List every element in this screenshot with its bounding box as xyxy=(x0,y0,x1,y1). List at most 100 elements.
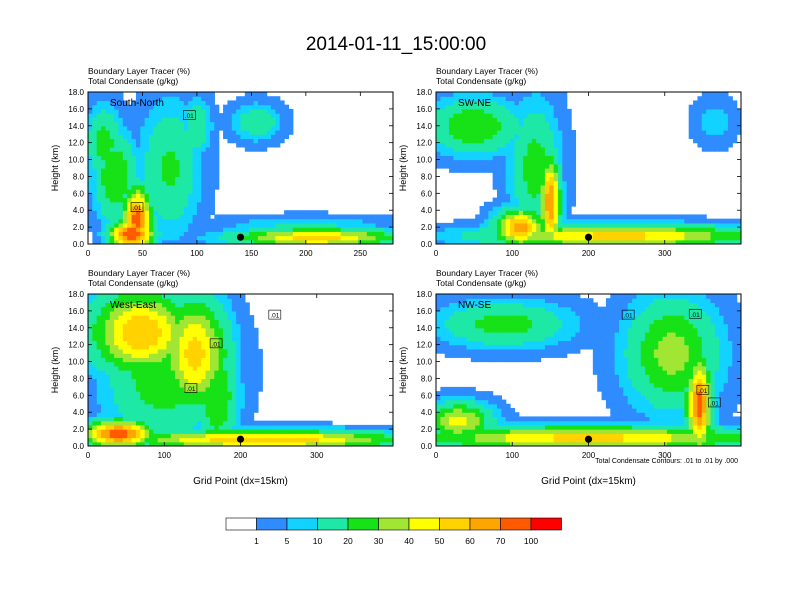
heatmap-cell xyxy=(279,433,285,439)
heatmap-cell xyxy=(536,138,542,144)
heatmap-cell xyxy=(301,231,307,237)
heatmap-cell xyxy=(440,125,446,131)
heatmap-cell xyxy=(140,163,146,169)
heatmap-cell xyxy=(231,370,237,375)
heatmap-cell xyxy=(466,125,472,131)
heatmap-cell xyxy=(122,125,128,131)
heatmap-cell xyxy=(462,168,468,173)
heatmap-cell xyxy=(92,206,98,211)
heatmap-cell xyxy=(153,189,159,194)
heatmap-cell xyxy=(462,222,468,228)
heatmap-cell xyxy=(109,108,115,114)
heatmap-cell xyxy=(214,184,220,190)
heatmap-cell xyxy=(101,433,107,439)
heatmap-cell xyxy=(614,235,620,241)
heatmap-cell xyxy=(149,424,154,430)
heatmap-cell xyxy=(470,315,476,320)
heatmap-cell xyxy=(131,172,137,178)
heatmap-cell xyxy=(218,382,224,388)
heatmap-cell xyxy=(122,336,128,342)
heatmap-cell xyxy=(558,117,563,123)
heatmap-cell xyxy=(483,416,489,422)
heatmap-cell xyxy=(92,113,98,118)
heatmap-cell xyxy=(236,104,242,110)
heatmap-cell xyxy=(166,239,172,244)
heatmap-cell xyxy=(384,424,390,430)
heatmap-cell xyxy=(223,218,229,224)
heatmap-cell xyxy=(122,163,128,169)
heatmap-cell xyxy=(462,117,468,123)
heatmap-cell xyxy=(196,395,202,401)
heatmap-cell xyxy=(96,214,102,220)
heatmap-cell xyxy=(175,159,181,165)
heatmap-cell xyxy=(366,218,372,224)
heatmap-cell xyxy=(483,210,489,216)
heatmap-cell xyxy=(466,386,472,392)
heatmap-cell xyxy=(627,218,633,224)
heatmap-cell xyxy=(205,138,211,144)
heatmap-cell xyxy=(544,163,550,169)
heatmap-cell xyxy=(466,391,472,396)
heatmap-cell xyxy=(101,365,107,371)
heatmap-cell xyxy=(253,429,259,434)
heatmap-cell xyxy=(266,433,272,439)
heatmap-cell xyxy=(166,130,172,135)
heatmap-cell xyxy=(236,344,242,350)
heatmap-cell xyxy=(723,92,729,97)
heatmap-cell xyxy=(253,365,259,371)
heatmap-cell xyxy=(614,218,620,224)
heatmap-cell xyxy=(244,433,250,439)
heatmap-cell xyxy=(562,168,568,173)
heatmap-cell xyxy=(201,176,207,182)
heatmap-cell xyxy=(96,382,102,388)
heatmap-cell xyxy=(727,134,733,140)
heatmap-cell xyxy=(140,227,146,232)
heatmap-cell xyxy=(453,416,459,422)
heatmap-cell xyxy=(210,399,215,405)
heatmap-cell xyxy=(453,336,459,342)
heatmap-cell xyxy=(96,357,102,363)
heatmap-cell xyxy=(240,348,246,354)
heatmap-cell xyxy=(101,323,107,329)
heatmap-cell xyxy=(135,125,141,131)
heatmap-cell xyxy=(122,441,128,446)
heatmap-cell xyxy=(144,323,150,329)
heatmap-cell xyxy=(210,365,215,371)
heatmap-cell xyxy=(188,391,194,396)
heatmap-cell xyxy=(497,96,502,102)
heatmap-cell xyxy=(575,231,581,237)
heatmap-cell xyxy=(88,429,93,434)
heatmap-cell xyxy=(605,214,611,220)
heatmap-cell xyxy=(192,155,198,161)
heatmap-cell xyxy=(153,374,159,380)
panel-3: 0.02.04.06.08.010.012.014.016.018.00 100 2… xyxy=(398,268,742,487)
heatmap-cell xyxy=(514,235,520,241)
heatmap-cell xyxy=(157,310,163,316)
heatmap-cell xyxy=(227,315,233,320)
heatmap-cell xyxy=(483,138,489,144)
heatmap-cell xyxy=(223,441,229,446)
heatmap-cell xyxy=(244,113,250,118)
heatmap-cell xyxy=(214,378,220,384)
heatmap-cell xyxy=(253,395,259,401)
heatmap-cell xyxy=(192,151,198,156)
heatmap-cell xyxy=(505,151,511,156)
heatmap-cell xyxy=(153,327,159,333)
heatmap-cell xyxy=(114,424,120,430)
heatmap-cell xyxy=(114,210,120,216)
heatmap-cell xyxy=(723,146,729,152)
heatmap-cell xyxy=(553,235,559,241)
heatmap-cell xyxy=(449,306,455,312)
heatmap-cell xyxy=(109,357,115,363)
heatmap-cell xyxy=(227,374,233,380)
heatmap-cell xyxy=(175,104,181,110)
heatmap-cell xyxy=(149,189,154,194)
heatmap-cell xyxy=(92,327,98,333)
heatmap-cell xyxy=(449,420,455,426)
heatmap-cell xyxy=(166,231,172,237)
heatmap-cell xyxy=(375,231,381,237)
heatmap-cell xyxy=(140,353,146,358)
heatmap-cell xyxy=(214,176,220,182)
heatmap-cell xyxy=(605,218,611,224)
heatmap-cell xyxy=(214,420,220,426)
